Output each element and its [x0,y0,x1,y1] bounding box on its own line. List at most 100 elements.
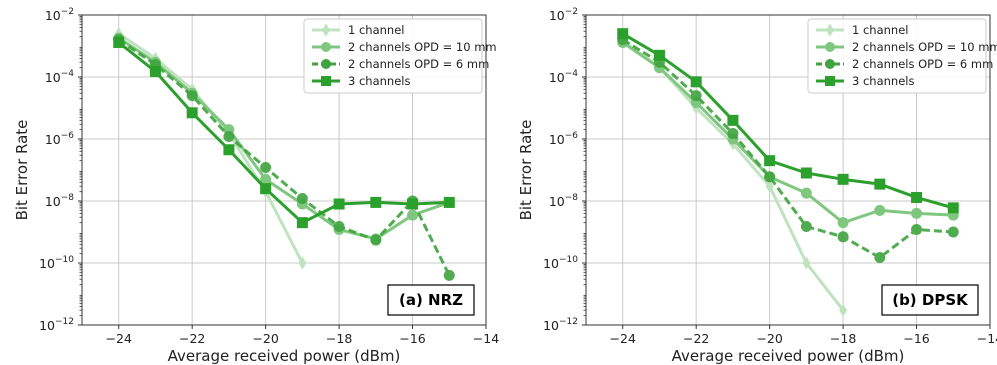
data-point [260,183,271,194]
data-point [617,28,628,39]
y-tick-label: 10−12 [543,317,578,333]
y-tick-base: 10 [39,318,55,333]
legend-marker [321,42,331,52]
data-point [334,221,345,232]
x-tick-label: −22 [683,331,709,346]
data-point [764,155,775,166]
y-tick-base: 10 [549,194,565,209]
x-tick-label: −16 [399,331,425,346]
y-tick-base: 10 [45,70,61,85]
y-tick-base: 10 [549,132,565,147]
y-tick-exponent: −12 [559,317,578,327]
y-tick-base: 10 [543,256,559,271]
x-tick-label: −20 [252,331,278,346]
data-point [801,168,812,179]
x-tick-label: −14 [977,331,997,346]
data-point [297,193,308,204]
y-tick-exponent: −6 [61,131,75,141]
data-point [874,179,885,190]
y-tick-base: 10 [543,318,559,333]
data-point [370,235,381,246]
y-tick-label: 10−8 [549,193,578,209]
data-point [727,115,738,126]
x-tick-label: −18 [326,331,352,346]
data-point [444,270,455,281]
x-tick-label: −14 [473,331,499,346]
data-point [874,252,885,263]
y-tick-exponent: −6 [565,131,579,141]
legend-entry-label: 2 channels OPD = 10 mm [348,40,497,54]
y-tick-base: 10 [39,256,55,271]
y-tick-label: 10−4 [45,69,74,85]
data-point [911,192,922,203]
data-point [370,197,381,208]
panel-dpsk: −24−22−20−18−16−1410−1210−1010−810−610−4… [517,7,997,365]
panel-label: (a) NRZ [399,291,463,309]
y-tick-exponent: −2 [61,7,74,17]
data-point [727,128,738,139]
data-point [801,221,812,232]
legend-marker [825,42,835,52]
x-axis-label: Average received power (dBm) [168,347,401,365]
y-tick-exponent: −8 [61,193,75,203]
data-point [948,202,959,213]
y-tick-label: 10−2 [45,7,74,23]
data-point [187,107,198,118]
y-tick-base: 10 [45,194,61,209]
y-tick-label: 10−4 [549,69,578,85]
data-point [260,162,271,173]
y-axis-label: Bit Error Rate [517,120,535,221]
legend-marker [825,59,835,69]
y-tick-base: 10 [45,132,61,147]
panel-label: (b) DPSK [892,291,969,309]
data-point [911,224,922,235]
y-tick-exponent: −10 [559,255,578,265]
data-point [948,227,959,238]
y-tick-exponent: −12 [55,317,74,327]
data-point [838,231,849,242]
data-point [407,210,418,221]
data-point [407,199,418,210]
data-point [297,217,308,228]
panel-nrz: −24 −22 −20 −18 −16 −1410−1210−1010−810−610−4… [13,7,499,365]
legend: 1 channel 2 channels OPD = 10 mm 2 channel… [808,19,997,93]
y-tick-exponent: −4 [565,69,579,79]
y-tick-label: 10−6 [549,131,578,147]
legend-entry-label: 2 channels OPD = 6 mm [852,57,993,71]
y-tick-exponent: −10 [55,255,74,265]
y-tick-exponent: −2 [565,7,578,17]
legend-entry-label: 1 channel [348,23,404,37]
legend-entry-label: 1 channel [852,23,908,37]
data-point [838,174,849,185]
y-tick-base: 10 [549,8,565,23]
x-tick-label: −16 [903,331,929,346]
x-tick-label: −24 [106,331,132,346]
data-point [874,205,885,216]
data-point [223,131,234,142]
y-tick-label: 10−10 [543,255,578,271]
data-point [444,197,455,208]
data-point [334,199,345,210]
y-tick-exponent: −4 [61,69,75,79]
y-tick-label: 10−12 [39,317,74,333]
data-point [223,144,234,155]
y-tick-label: 10−8 [45,193,74,209]
y-tick-label: 10−2 [549,7,578,23]
data-point [801,188,812,199]
data-point [691,76,702,87]
legend-marker [321,76,331,86]
x-tick-label: −18 [830,331,856,346]
legend-entry-label: 2 channels OPD = 10 mm [852,40,997,54]
y-tick-base: 10 [549,70,565,85]
data-point [764,171,775,182]
legend-entry-label: 3 channels [348,74,410,88]
data-point [691,90,702,101]
legend-entry-label: 2 channels OPD = 6 mm [348,57,489,71]
y-tick-base: 10 [45,8,61,23]
data-point [838,217,849,228]
x-tick-label: −22 [179,331,205,346]
legend-entry-label: 3 channels [852,74,914,88]
x-tick-label: −24 [610,331,636,346]
legend-marker [321,59,331,69]
